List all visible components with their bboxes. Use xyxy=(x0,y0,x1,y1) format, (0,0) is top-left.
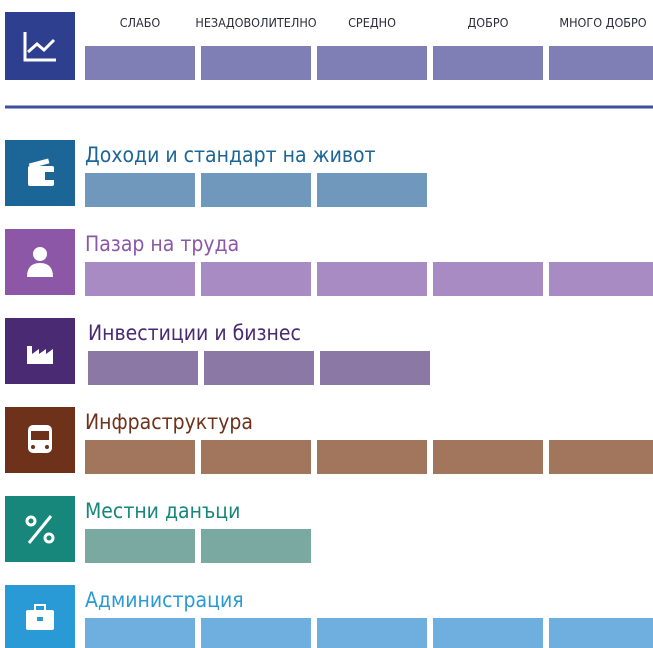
icon-part xyxy=(31,431,49,440)
rating-segment xyxy=(201,440,311,474)
rating-segment xyxy=(549,440,653,474)
scale-label: НЕЗАДОВОЛИТЕЛНО xyxy=(195,15,316,30)
icon-part xyxy=(34,604,46,612)
icon-part xyxy=(43,532,55,544)
rating-segment xyxy=(201,529,311,563)
rating-segment xyxy=(433,618,543,648)
scale-label: СЛАБО xyxy=(120,15,161,30)
row-icon xyxy=(5,318,75,384)
rating-segment xyxy=(201,173,311,207)
icon-part xyxy=(45,445,49,449)
row-title: Доходи и стандарт на живот xyxy=(85,143,376,167)
rating-segment xyxy=(549,618,653,648)
scale-segment xyxy=(85,46,195,80)
rating-segment xyxy=(320,351,430,385)
row-title: Инфраструктура xyxy=(85,410,253,434)
rating-segment xyxy=(85,618,195,648)
rating-segment xyxy=(433,262,543,296)
rating-segment xyxy=(201,618,311,648)
header-icon xyxy=(5,12,75,80)
rating-segment xyxy=(85,529,195,563)
scale-label: МНОГО ДОБРО xyxy=(559,15,646,30)
rating-segment xyxy=(85,440,195,474)
scale-segment xyxy=(317,46,427,80)
row-title: Инвестиции и бизнес xyxy=(88,321,301,345)
rating-segment xyxy=(204,351,314,385)
rating-segment xyxy=(433,440,543,474)
rating-segment xyxy=(201,262,311,296)
icon-box xyxy=(5,318,75,384)
icon-part xyxy=(37,617,43,621)
icon-part xyxy=(27,346,53,364)
icon-box xyxy=(5,229,75,295)
icon-part xyxy=(28,166,54,186)
scale-segment xyxy=(201,46,311,80)
rating-segment xyxy=(317,262,427,296)
row-title: Администрация xyxy=(85,588,244,612)
rating-segment xyxy=(85,173,195,207)
row-icon xyxy=(5,496,75,562)
rating-segment xyxy=(317,440,427,474)
icon-part xyxy=(31,445,35,449)
icon-part xyxy=(33,247,47,261)
icon-part xyxy=(45,172,55,180)
rating-segment xyxy=(549,262,653,296)
scale-label: СРЕДНО xyxy=(348,15,396,30)
row-icon xyxy=(5,140,75,206)
icon-part xyxy=(27,515,53,544)
icon-part xyxy=(27,263,53,277)
row-icon xyxy=(5,407,75,473)
icon-part xyxy=(28,158,50,169)
scale-segment xyxy=(433,46,543,80)
row-title: Пазар на труда xyxy=(85,232,239,256)
icon-part xyxy=(25,515,37,527)
scale-segment xyxy=(549,46,653,80)
rating-segment xyxy=(317,173,427,207)
rating-segment xyxy=(88,351,198,385)
row-title: Местни данъци xyxy=(85,499,240,523)
rating-segment xyxy=(85,262,195,296)
row-icon xyxy=(5,229,75,295)
row-icon xyxy=(5,585,75,648)
scale-label: ДОБРО xyxy=(468,15,509,30)
rating-segment xyxy=(317,618,427,648)
